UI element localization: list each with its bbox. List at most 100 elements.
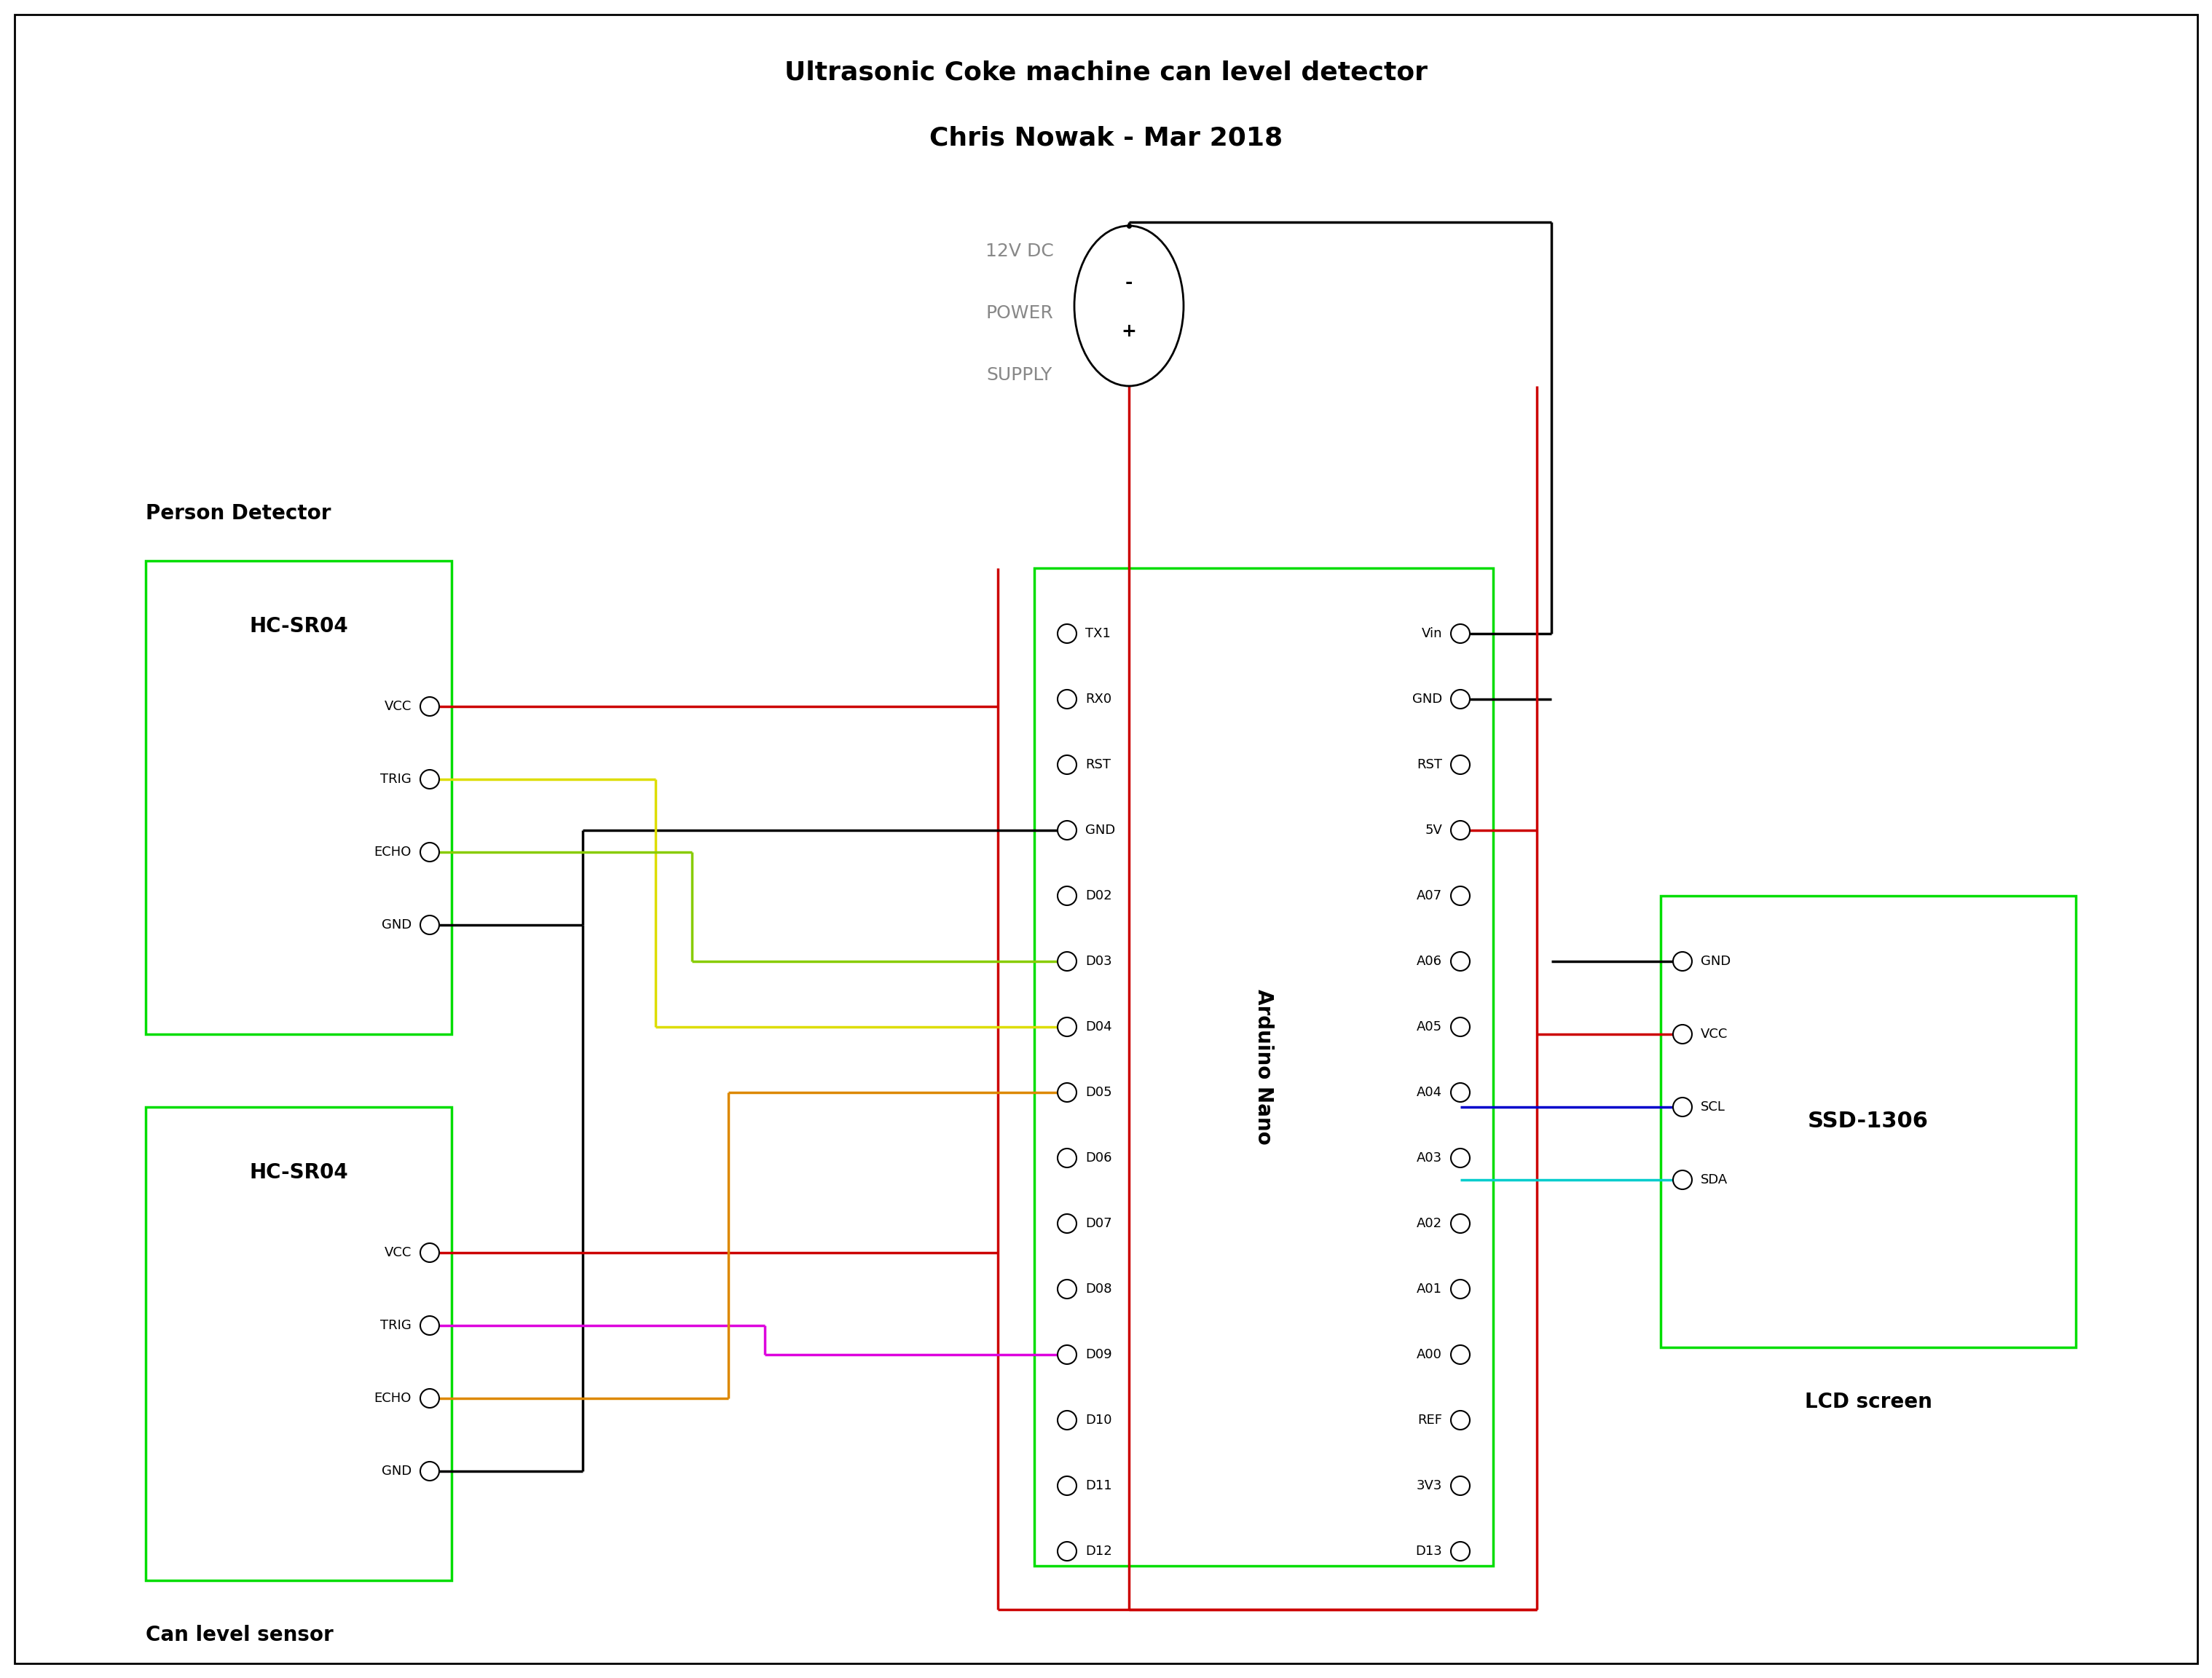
Circle shape — [1451, 690, 1469, 708]
Text: Vin: Vin — [1422, 628, 1442, 641]
Text: D02: D02 — [1086, 889, 1113, 903]
Circle shape — [1057, 1280, 1077, 1299]
Text: GND: GND — [380, 918, 411, 931]
Text: RST: RST — [1086, 758, 1110, 772]
Text: VCC: VCC — [385, 1247, 411, 1258]
Text: ECHO: ECHO — [374, 846, 411, 859]
Circle shape — [1451, 1215, 1469, 1233]
Circle shape — [1451, 1346, 1469, 1364]
Text: A05: A05 — [1416, 1020, 1442, 1034]
Circle shape — [1057, 1148, 1077, 1168]
Circle shape — [1057, 951, 1077, 972]
Text: D08: D08 — [1086, 1282, 1113, 1295]
Circle shape — [1451, 951, 1469, 972]
Text: 5V: 5V — [1425, 824, 1442, 837]
Text: D10: D10 — [1086, 1413, 1113, 1426]
Text: A03: A03 — [1416, 1151, 1442, 1165]
Text: TRIG: TRIG — [380, 774, 411, 785]
Text: VCC: VCC — [385, 700, 411, 713]
Text: ECHO: ECHO — [374, 1391, 411, 1404]
Circle shape — [420, 696, 440, 717]
Circle shape — [1451, 1280, 1469, 1299]
Bar — [1035, 569, 1493, 1566]
Circle shape — [1057, 1346, 1077, 1364]
Text: TX1: TX1 — [1086, 628, 1110, 641]
Text: A06: A06 — [1416, 955, 1442, 968]
Text: SCL: SCL — [1701, 1101, 1725, 1114]
Circle shape — [1057, 1215, 1077, 1233]
Bar — [146, 1107, 451, 1581]
Text: D07: D07 — [1086, 1217, 1113, 1230]
Circle shape — [1451, 1148, 1469, 1168]
Circle shape — [1057, 821, 1077, 839]
Circle shape — [1057, 690, 1077, 708]
Text: GND: GND — [1411, 693, 1442, 706]
Text: SSD-1306: SSD-1306 — [1807, 1111, 1929, 1133]
Text: Ultrasonic Coke machine can level detector: Ultrasonic Coke machine can level detect… — [785, 60, 1427, 86]
Text: A04: A04 — [1416, 1086, 1442, 1099]
Text: D03: D03 — [1086, 955, 1113, 968]
Circle shape — [1451, 1542, 1469, 1561]
Text: D06: D06 — [1086, 1151, 1113, 1165]
Text: +: + — [1121, 322, 1137, 341]
Circle shape — [1057, 624, 1077, 643]
Text: A07: A07 — [1416, 889, 1442, 903]
Text: D04: D04 — [1086, 1020, 1113, 1034]
Text: RX0: RX0 — [1086, 693, 1113, 706]
Circle shape — [1057, 755, 1077, 774]
Text: VCC: VCC — [1701, 1027, 1728, 1040]
Text: A00: A00 — [1416, 1347, 1442, 1361]
Text: A01: A01 — [1416, 1282, 1442, 1295]
Text: Chris Nowak - Mar 2018: Chris Nowak - Mar 2018 — [929, 126, 1283, 151]
Circle shape — [1451, 886, 1469, 904]
Circle shape — [1451, 1477, 1469, 1495]
Circle shape — [1672, 1025, 1692, 1044]
Ellipse shape — [1075, 227, 1183, 386]
Circle shape — [420, 1316, 440, 1336]
Circle shape — [1057, 1477, 1077, 1495]
Circle shape — [1451, 821, 1469, 839]
Circle shape — [420, 842, 440, 861]
Text: TRIG: TRIG — [380, 1319, 411, 1332]
Circle shape — [1451, 624, 1469, 643]
Text: Person Detector: Person Detector — [146, 503, 332, 524]
Text: Can level sensor: Can level sensor — [146, 1624, 334, 1644]
Circle shape — [420, 770, 440, 789]
Circle shape — [1451, 1411, 1469, 1430]
Text: D05: D05 — [1086, 1086, 1113, 1099]
Text: HC-SR04: HC-SR04 — [250, 1163, 347, 1183]
Text: GND: GND — [1086, 824, 1115, 837]
Circle shape — [1057, 1017, 1077, 1037]
Text: -: - — [1126, 274, 1133, 292]
Circle shape — [420, 916, 440, 935]
Text: A02: A02 — [1416, 1217, 1442, 1230]
Circle shape — [1672, 1170, 1692, 1190]
Text: REF: REF — [1418, 1413, 1442, 1426]
Circle shape — [1057, 886, 1077, 904]
Text: Arduino Nano: Arduino Nano — [1254, 988, 1274, 1144]
Circle shape — [1057, 1082, 1077, 1102]
Circle shape — [1451, 755, 1469, 774]
Text: LCD screen: LCD screen — [1805, 1391, 1931, 1413]
Circle shape — [420, 1462, 440, 1480]
Circle shape — [1672, 1097, 1692, 1116]
Circle shape — [1451, 1082, 1469, 1102]
Text: GND: GND — [380, 1465, 411, 1478]
Circle shape — [1672, 951, 1692, 972]
Circle shape — [1451, 1017, 1469, 1037]
Circle shape — [420, 1243, 440, 1262]
Text: 3V3: 3V3 — [1416, 1480, 1442, 1492]
Text: GND: GND — [1701, 955, 1730, 968]
Circle shape — [420, 1389, 440, 1408]
Text: POWER: POWER — [987, 304, 1053, 322]
Bar — [1661, 896, 2075, 1347]
Text: D09: D09 — [1086, 1347, 1113, 1361]
Text: D11: D11 — [1086, 1480, 1113, 1492]
Circle shape — [1057, 1411, 1077, 1430]
Text: SUPPLY: SUPPLY — [987, 366, 1053, 384]
Text: RST: RST — [1416, 758, 1442, 772]
Circle shape — [1057, 1542, 1077, 1561]
Text: D12: D12 — [1086, 1545, 1113, 1557]
Text: 12V DC: 12V DC — [987, 243, 1053, 260]
Bar — [146, 560, 451, 1034]
